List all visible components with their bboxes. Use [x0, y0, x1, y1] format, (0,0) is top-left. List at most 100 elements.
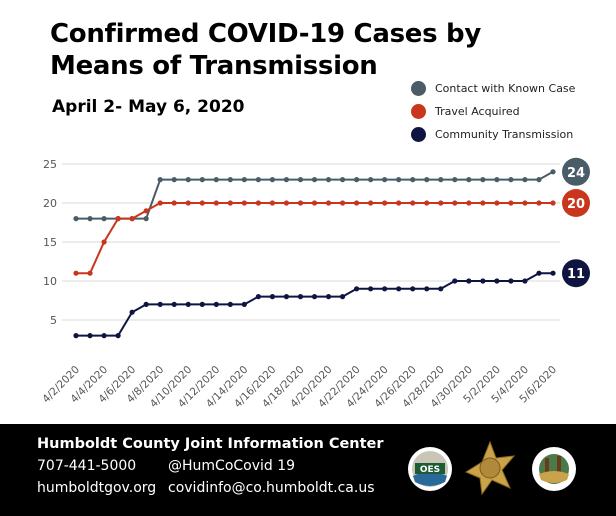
data-point [438, 200, 444, 206]
data-point [101, 239, 107, 245]
data-point [536, 177, 542, 183]
data-point [410, 200, 416, 206]
data-point [424, 177, 430, 183]
data-point [283, 177, 290, 183]
data-point [227, 177, 233, 183]
oes-logo: OES [408, 447, 452, 491]
data-point [87, 333, 93, 339]
data-point [241, 200, 247, 206]
data-point [171, 200, 177, 206]
data-point [101, 216, 107, 222]
data-point [87, 216, 93, 222]
data-point [157, 301, 163, 307]
data-point [143, 208, 149, 214]
footer-website[interactable]: humboldtgov.org [37, 480, 157, 496]
end-badge [562, 157, 590, 186]
footer-twitter[interactable]: @HumCoCovid 19 [168, 458, 296, 474]
data-point [311, 294, 318, 300]
data-point [522, 278, 528, 284]
y-tick-label: 20 [43, 197, 57, 210]
data-point [157, 200, 163, 206]
data-point [199, 177, 205, 183]
data-point [185, 177, 191, 183]
data-point [452, 200, 458, 206]
footer: Humboldt County Joint Information Center… [0, 424, 616, 516]
data-point [494, 177, 500, 183]
data-point [508, 200, 514, 206]
footer-org: Humboldt County Joint Information Center [37, 436, 384, 452]
data-point [382, 177, 388, 183]
end-badge-label: 20 [567, 197, 585, 212]
data-point [73, 333, 79, 339]
data-point [353, 200, 360, 206]
data-point [269, 294, 276, 300]
data-point [199, 200, 205, 206]
legend-label: Community Transmission [435, 128, 574, 141]
data-point [269, 177, 276, 183]
data-point [452, 278, 458, 284]
legend-swatch [411, 127, 426, 142]
end-badge [562, 189, 590, 217]
data-point [311, 200, 318, 206]
data-point [171, 301, 177, 307]
data-point [339, 200, 346, 206]
data-point [522, 200, 528, 206]
legend-swatch [411, 81, 426, 96]
data-point [297, 294, 304, 300]
chart-title: Confirmed COVID-19 Cases by Means of Tran… [50, 19, 481, 81]
data-point [241, 301, 247, 307]
data-point [129, 216, 135, 222]
data-point [73, 216, 79, 222]
footer-phone: 707-441-5000 [37, 458, 137, 474]
data-point [101, 333, 107, 339]
legend-label: Contact with Known Case [435, 82, 576, 95]
end-badge-label: 24 [567, 166, 585, 181]
data-point [522, 177, 528, 183]
data-point [550, 270, 556, 276]
footer-email[interactable]: covidinfo@co.humboldt.ca.us [168, 480, 375, 496]
data-point [536, 200, 542, 206]
y-tick-label: 5 [50, 314, 57, 327]
legend: Contact with Known Case Travel Acquired … [411, 77, 575, 146]
chart-subtitle: April 2- May 6, 2020 [52, 97, 245, 117]
data-point [452, 177, 458, 183]
data-point [508, 278, 514, 284]
data-point [171, 177, 177, 183]
data-point [115, 333, 121, 339]
data-point [255, 294, 261, 300]
y-tick-label: 15 [43, 236, 57, 249]
data-point [353, 177, 360, 183]
data-point [353, 286, 360, 292]
data-point [466, 200, 472, 206]
data-point [550, 200, 556, 206]
data-point [382, 286, 388, 292]
data-point [227, 301, 233, 307]
data-point [424, 286, 430, 292]
data-point [283, 294, 290, 300]
data-point [396, 200, 402, 206]
end-badge [562, 259, 590, 288]
y-tick-label: 25 [43, 158, 57, 171]
data-point [480, 278, 486, 284]
data-point [438, 177, 444, 183]
data-point [368, 200, 374, 206]
data-point [480, 200, 486, 206]
data-point [157, 177, 163, 183]
data-point [241, 177, 247, 183]
legend-item-community: Community Transmission [411, 123, 575, 146]
oes-text: OES [420, 465, 440, 475]
legend-item-contact: Contact with Known Case [411, 77, 575, 100]
data-point [213, 301, 219, 307]
data-point [269, 200, 276, 206]
data-point [325, 294, 332, 300]
data-point [185, 200, 191, 206]
data-point [368, 286, 374, 292]
series-0: 24 [73, 157, 590, 222]
data-point [325, 177, 332, 183]
data-point [297, 200, 304, 206]
data-point [536, 270, 542, 276]
data-point [227, 200, 233, 206]
data-point [297, 177, 304, 183]
data-point [143, 301, 149, 307]
data-point [143, 216, 149, 222]
